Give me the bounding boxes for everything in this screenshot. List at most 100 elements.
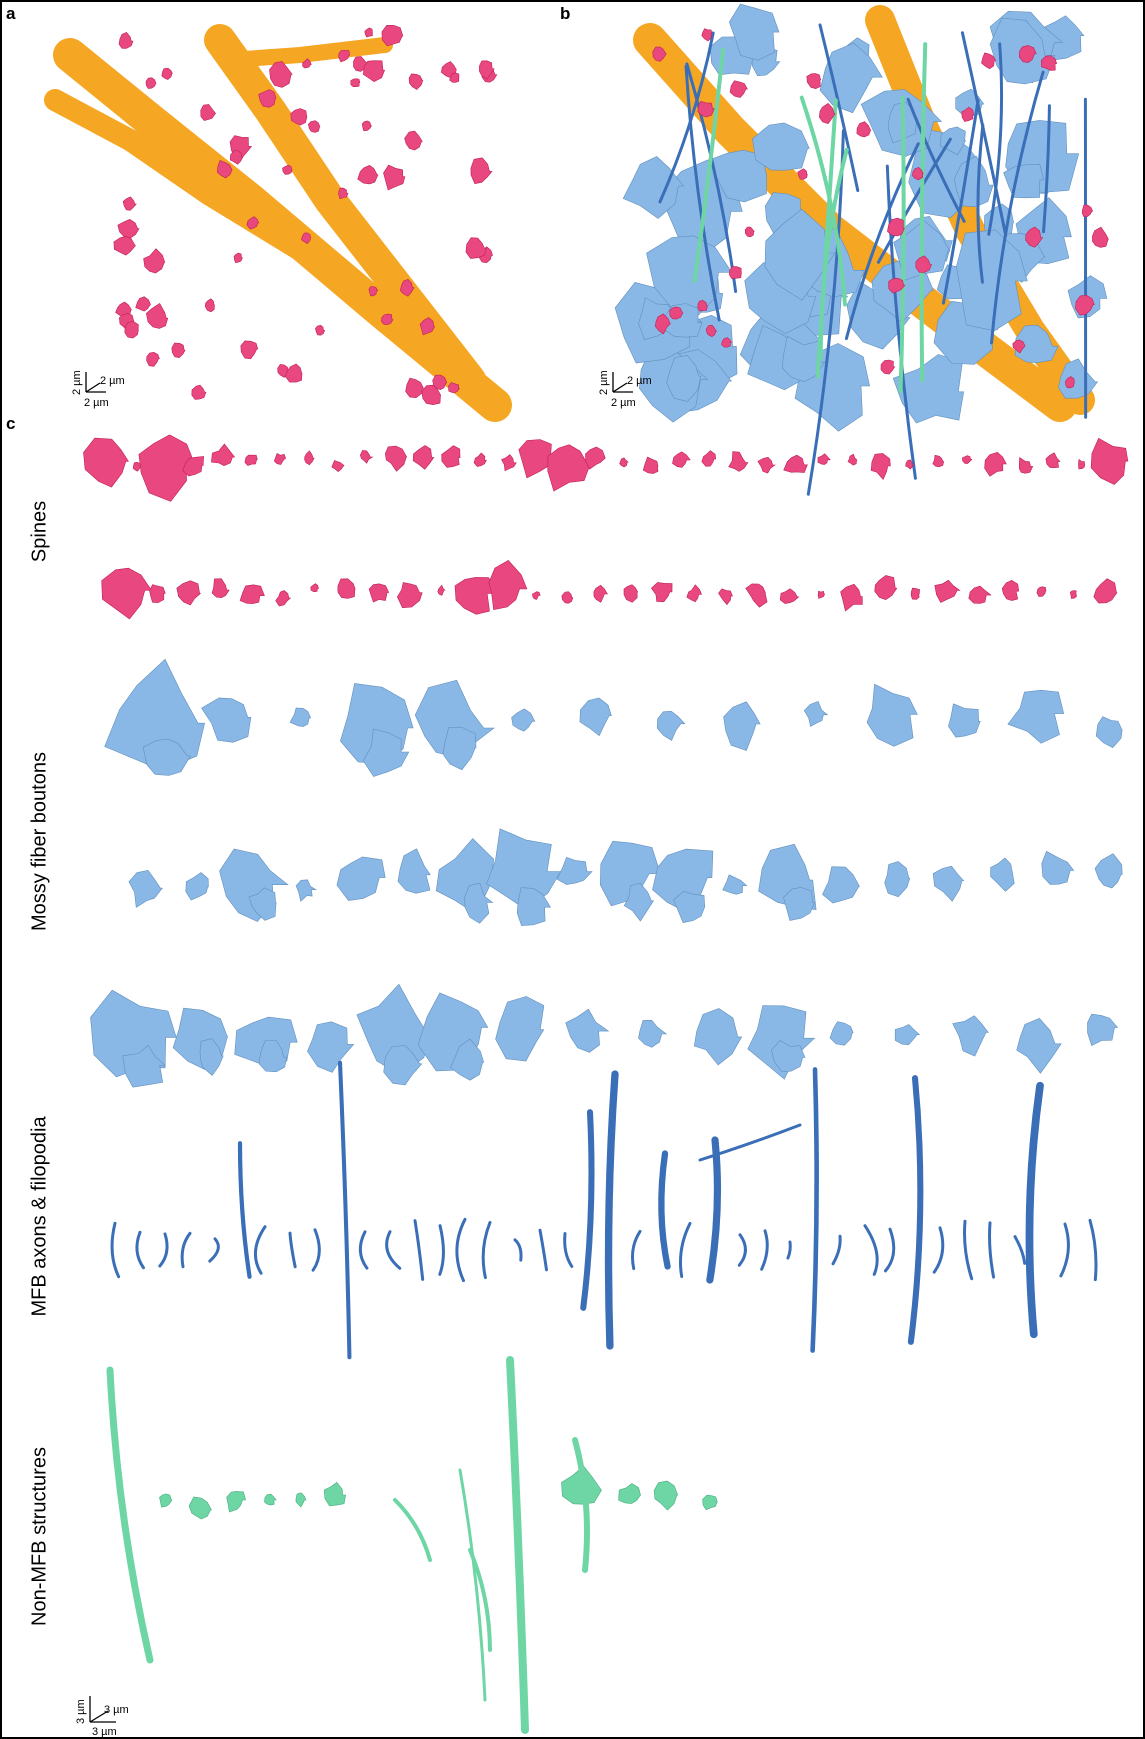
spine-shape (143, 248, 166, 274)
mossy-fiber-bouton-shape (1095, 716, 1123, 748)
panel-b-render (614, 3, 1109, 496)
mossy-fiber-bouton-shape (1007, 689, 1065, 744)
mossy-fiber-bouton-shape (516, 887, 552, 926)
axon-shape (906, 97, 966, 223)
panel-label-a: a (6, 4, 16, 23)
spine-shape (561, 591, 574, 604)
mossy-fiber-bouton-shape (383, 1045, 423, 1086)
spine-shape (432, 374, 448, 391)
spine-shape (233, 252, 243, 263)
spine-shape (518, 439, 558, 479)
mossy-fiber-bouton-shape (656, 710, 686, 741)
dendrite-shape (222, 37, 393, 68)
spine-shape (83, 437, 129, 488)
spine-shape (817, 453, 831, 465)
axon-shape (883, 1227, 896, 1273)
spine-shape (244, 454, 258, 466)
mossy-fiber-bouton-shape (956, 229, 1028, 332)
mossy-fiber-bouton-shape (219, 848, 289, 922)
axon-shape (254, 1225, 267, 1275)
axon-shape (180, 1231, 192, 1269)
spine-shape (269, 61, 293, 88)
spine-shape (984, 451, 1007, 477)
mossy-fiber-bouton-shape (511, 708, 536, 732)
mossy-fiber-bouton-shapes (614, 3, 1108, 432)
non-mfb-shape (188, 1496, 213, 1520)
axon-shape (760, 1229, 769, 1271)
mossy-fiber-bouton-shape (952, 1015, 989, 1057)
axon-shape (987, 42, 1004, 236)
spine-shape (547, 444, 591, 492)
spine-shape (905, 459, 915, 470)
axon-shape (863, 1224, 879, 1276)
mossy-fiber-bouton-shape (362, 728, 410, 777)
spine-shape (934, 579, 961, 603)
mossy-fiber-bouton-shape (822, 866, 860, 904)
spine-shape (721, 337, 733, 348)
spine-shape (932, 454, 945, 468)
scale-bar-panel-a: 2 µm 2 µm 2 µm (71, 370, 125, 409)
spine-shape (1001, 580, 1020, 601)
spine-shape (654, 313, 671, 335)
spine-shape (744, 226, 755, 238)
mossy-fiber-bouton-shape (565, 1008, 610, 1053)
spine-shape (412, 445, 435, 470)
spine-shape (697, 299, 708, 312)
mossy-fiber-bouton-shape (646, 235, 733, 319)
spine-shape (246, 216, 260, 230)
axon-shape (818, 23, 860, 193)
axon-shape (685, 62, 738, 294)
mossy-fiber-bouton-shape (666, 355, 702, 402)
mossy-fiber-bouton-shape (556, 856, 593, 885)
spine-shape (701, 28, 713, 42)
scale-bar-b-z: 2 µm (627, 375, 652, 387)
axon-shape (932, 1226, 945, 1274)
mossy-fiber-bouton-shape (201, 697, 252, 743)
spine-shape (729, 266, 742, 280)
spine-shape (421, 384, 442, 406)
mossy-fiber-bouton-shape (932, 865, 965, 902)
mossy-fiber-bouton-shape (1003, 163, 1045, 199)
spine-shape (1069, 590, 1077, 599)
non-mfb-shape (692, 47, 726, 283)
spine-shape (1040, 55, 1058, 71)
non-mfb-shape (818, 147, 849, 360)
non-mfb-shape (106, 1366, 154, 1664)
non-mfb-shape (295, 1492, 307, 1508)
spine-shape (239, 584, 265, 604)
spine-shape (1075, 294, 1095, 316)
spine-shape (718, 588, 733, 606)
spine-shape (304, 450, 315, 466)
spines-row-2 (101, 560, 1118, 620)
spine-shape (405, 377, 424, 399)
axon-shape (135, 1230, 145, 1270)
spine-shape (384, 445, 408, 472)
mossy-fiber-bouton-shape (1014, 324, 1059, 364)
axon-shape (481, 1220, 492, 1280)
spine-shape (745, 583, 768, 608)
spine-shape (697, 100, 715, 118)
spine-shape (362, 60, 386, 82)
spine-shape (880, 359, 896, 375)
spine-shape (501, 454, 517, 472)
mfb-row-2 (128, 828, 1123, 926)
spine-shape (381, 25, 404, 47)
spine-shape (315, 324, 326, 336)
spine-shape (652, 46, 667, 62)
mossy-fiber-bouton-shape (464, 882, 494, 924)
spine-shape (1078, 458, 1086, 470)
axon-shape (963, 1219, 974, 1281)
non-mfb-shape (572, 1437, 590, 1573)
mossy-fiber-bouton-shape (866, 683, 918, 747)
spine-shape (870, 453, 891, 480)
mossy-fiber-bouton-shape (185, 872, 209, 901)
panel-label-c: c (6, 414, 16, 433)
spine-shape (912, 167, 924, 181)
axon-shape (737, 1233, 747, 1267)
scale-bar-c-z: 3 µm (104, 1704, 129, 1716)
spine-shape (211, 578, 230, 599)
axon-shape (631, 1229, 642, 1271)
spine-shape (200, 104, 217, 121)
axon-shape (831, 1234, 842, 1266)
